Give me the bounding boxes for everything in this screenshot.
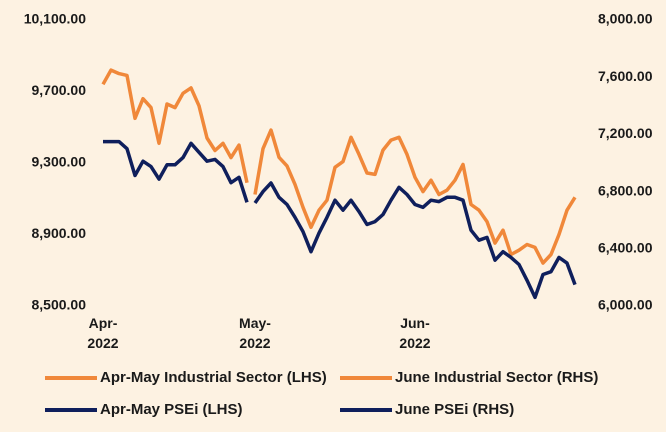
y-tick-label: 8,500.00 xyxy=(32,297,87,313)
y2-tick-label: 6,800.00 xyxy=(598,182,653,198)
y2-tick-label: 8,000.00 xyxy=(598,11,653,27)
legend-label: June Industrial Sector (RHS) xyxy=(395,369,598,386)
x-tick-label: May-2022 xyxy=(239,315,271,351)
y-tick-label: 10,100.00 xyxy=(24,11,86,27)
y2-tick-label: 7,200.00 xyxy=(598,125,653,141)
legend-label: Apr-May Industrial Sector (LHS) xyxy=(100,369,327,386)
series-line xyxy=(103,139,249,203)
y-tick-label: 9,300.00 xyxy=(32,154,87,170)
x-tick-label: Jun-2022 xyxy=(399,315,430,351)
y2-tick-label: 6,400.00 xyxy=(598,240,653,256)
y2-tick-label: 6,000.00 xyxy=(598,297,653,313)
y-tick-label: 9,700.00 xyxy=(32,82,87,98)
series-line xyxy=(253,128,577,265)
legend-label: June PSEi (RHS) xyxy=(395,401,514,418)
y-tick-label: 8,900.00 xyxy=(32,225,87,241)
series-line xyxy=(253,181,577,300)
y2-tick-label: 7,600.00 xyxy=(598,68,653,84)
x-tick-label: Apr-2022 xyxy=(87,315,118,351)
legend-label: Apr-May PSEi (LHS) xyxy=(100,401,243,418)
series-line xyxy=(101,68,249,184)
